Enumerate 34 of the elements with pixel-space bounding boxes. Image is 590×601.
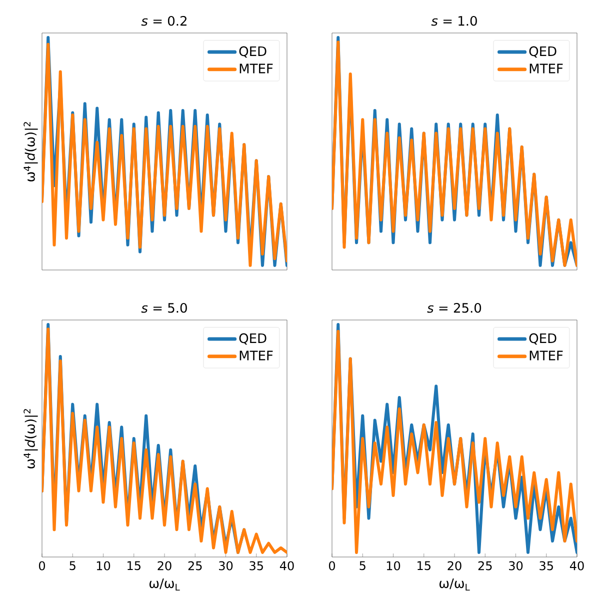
x-tick-label: 30 [509,561,523,570]
x-tick-label: 5 [360,561,366,570]
x-tick-label: 40 [280,561,294,570]
x-tick-label: 25 [478,561,492,570]
legend-label: QED [529,46,556,58]
chart-title: s = 0.2 [141,16,186,26]
legend-label: MTEF [240,350,273,360]
x-tick-label: 35 [250,561,263,570]
x-tick-label: 15 [418,561,430,570]
x-axis-title: ω/ω$_{L}$ [150,578,180,590]
legend-label: MTEF [240,64,273,74]
x-tick-label: 35 [540,561,553,570]
legend-label: QED [239,46,266,58]
legend-label: QED [529,333,556,345]
x-tick-label: 20 [158,561,172,570]
legend-label: MTEF [530,350,563,360]
chart-title: s = 1.0 [431,16,477,26]
y-axis-title: ω$^{4}$|d(ω)|$^{2}$ [24,409,38,468]
x-tick-label: 40 [570,561,584,570]
x-tick-label: 5 [70,561,76,570]
x-tick-label: 15 [128,561,140,570]
x-tick-label: 20 [448,561,462,570]
x-tick-label: 25 [188,561,202,570]
x-tick-label: 10 [96,561,110,570]
legend-label: MTEF [530,64,563,74]
x-tick-label: 0 [328,561,336,570]
chart-title: s = 5.0 [141,302,187,313]
legend-label: QED [239,333,266,345]
x-tick-label: 0 [38,561,46,570]
x-tick-label: 30 [219,561,233,570]
y-axis-title: ω$^{4}$|d(ω)|$^{2}$ [24,122,38,182]
x-axis-title: ω/ω$_{L}$ [440,578,470,590]
x-tick-label: 10 [386,561,400,570]
chart-title: s = 25.0 [427,302,482,313]
